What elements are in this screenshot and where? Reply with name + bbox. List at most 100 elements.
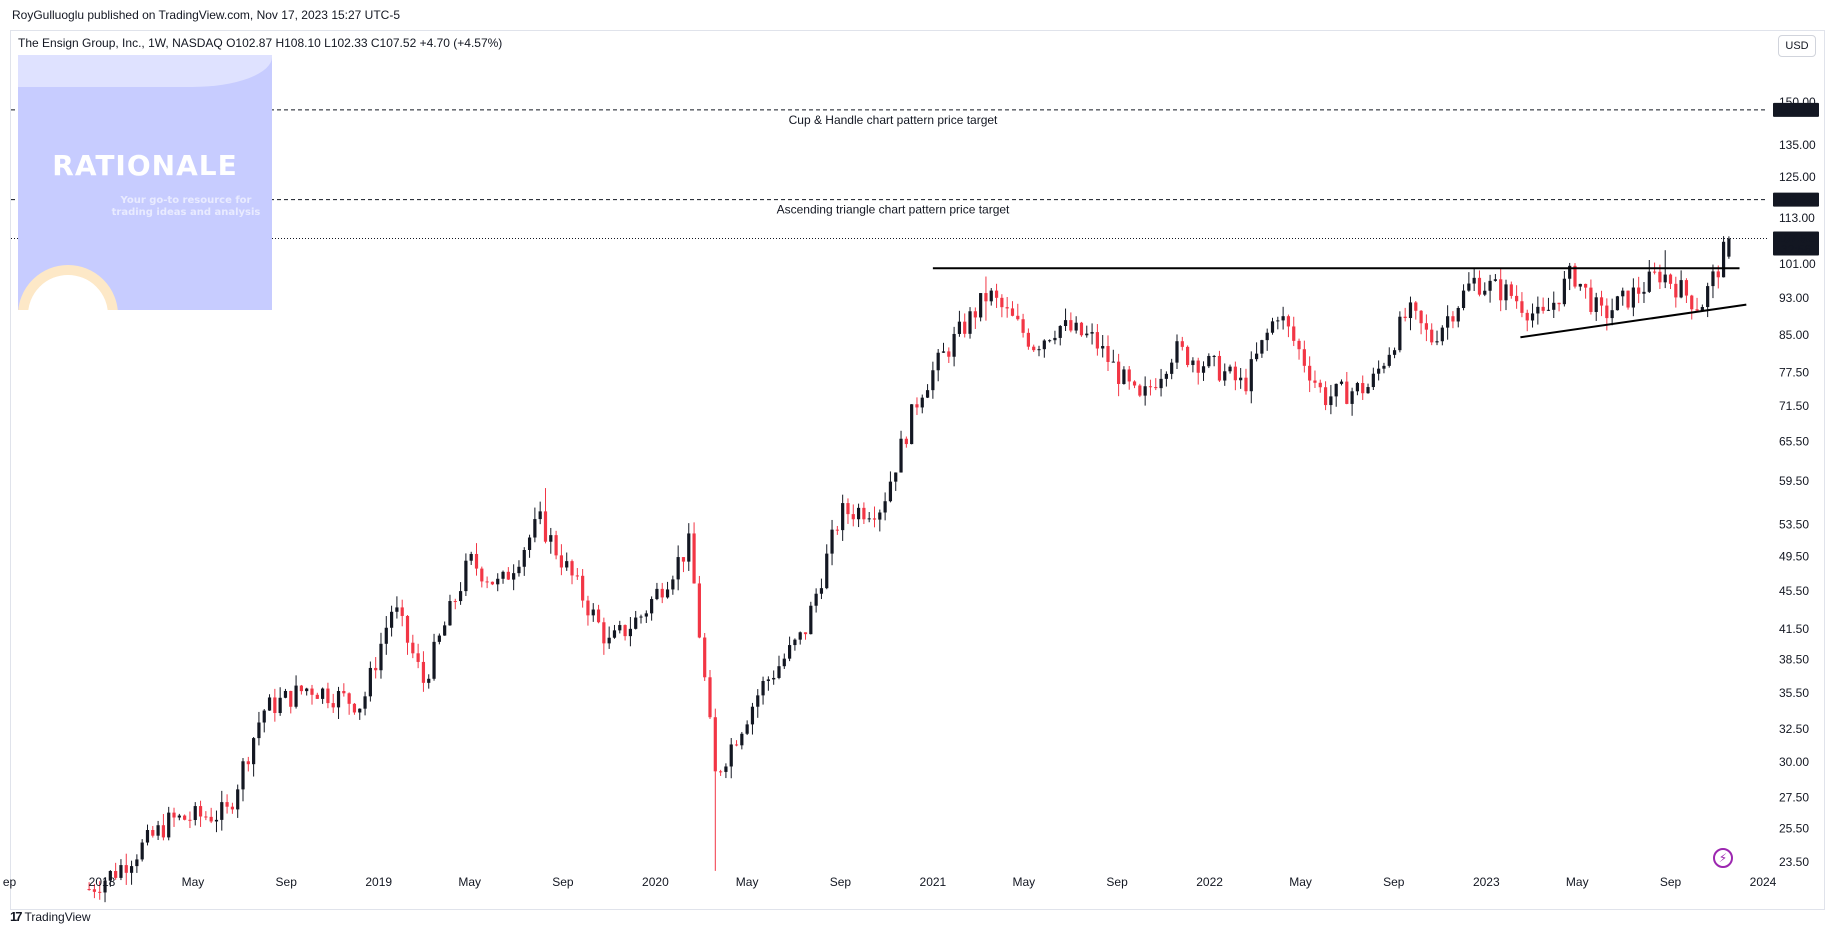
candle: [1085, 325, 1089, 338]
candle: [1042, 339, 1046, 358]
candle: [1536, 296, 1540, 325]
candle: [1594, 292, 1598, 321]
candle: [1674, 276, 1678, 308]
candle: [1106, 335, 1110, 371]
candle: [915, 397, 919, 416]
candle: [1509, 281, 1513, 299]
candle-body: [1621, 290, 1625, 297]
candle: [1637, 276, 1641, 304]
candle-body: [1095, 332, 1099, 349]
candle: [1265, 328, 1269, 351]
candle: [1419, 310, 1423, 335]
candle: [1440, 325, 1444, 346]
candle-body: [941, 351, 946, 353]
price-tick-label: 30.00: [1779, 755, 1809, 769]
candle-body: [586, 600, 590, 616]
candle: [835, 525, 839, 535]
candle-body: [1302, 349, 1306, 366]
candle-body: [1042, 340, 1046, 350]
tradingview-logo-icon: 17: [10, 909, 23, 924]
candle-body: [437, 635, 441, 642]
candle-body: [1440, 327, 1444, 342]
candle-body: [294, 685, 298, 707]
candle: [151, 825, 155, 838]
rationale-watermark: RATIONALE Your go-to resource for tradin…: [18, 55, 272, 310]
candle: [867, 512, 871, 523]
candle-body: [1339, 381, 1344, 384]
candle-body: [1493, 279, 1497, 281]
candle: [618, 620, 622, 634]
currency-button[interactable]: USD: [1778, 35, 1816, 57]
candle: [464, 553, 468, 596]
price-tick-label: 49.50: [1779, 550, 1809, 564]
candle: [204, 811, 208, 821]
candle-body: [374, 667, 378, 671]
candle: [910, 404, 914, 445]
candle: [644, 610, 648, 624]
candle: [1562, 270, 1566, 307]
candle: [437, 633, 441, 645]
candle-body: [872, 518, 877, 520]
time-tick-label: Sep: [830, 875, 852, 889]
candle-body: [708, 677, 712, 718]
candle: [772, 670, 776, 685]
candle: [883, 492, 887, 521]
candle: [1244, 368, 1248, 395]
candle-body: [421, 661, 426, 683]
candle: [734, 740, 739, 747]
time-tick-label: 2022: [1196, 875, 1223, 889]
candle: [756, 689, 760, 718]
price-tick-label: 93.00: [1779, 291, 1809, 305]
candle-body: [1467, 283, 1471, 291]
candle: [628, 616, 632, 647]
candle: [400, 599, 404, 627]
candle: [787, 636, 792, 662]
candle: [496, 573, 500, 592]
candle-body: [209, 816, 213, 822]
candle-body: [87, 889, 91, 891]
candle: [363, 691, 367, 716]
candle-body: [1626, 290, 1630, 308]
candle: [1456, 306, 1460, 328]
candle-body: [1573, 265, 1577, 287]
candle-body: [193, 806, 197, 821]
candle-body: [687, 533, 691, 562]
candle: [1488, 274, 1492, 303]
candle: [1223, 363, 1227, 386]
candle-body: [241, 761, 245, 790]
candle-body: [862, 507, 866, 520]
tradingview-logo[interactable]: 17 TradingView: [10, 909, 91, 924]
candle-body: [1010, 308, 1015, 316]
candle-body: [692, 533, 696, 584]
candle: [1233, 361, 1237, 391]
price-label-box: [1773, 231, 1819, 256]
candle-body: [1313, 380, 1317, 383]
candle-body: [1419, 310, 1423, 324]
price-tick-label: 135.00: [1779, 138, 1816, 152]
candle-body: [612, 630, 617, 638]
price-tick-label: 41.50: [1779, 622, 1809, 636]
candle: [660, 582, 664, 604]
time-tick-label: May: [1289, 875, 1312, 889]
candle: [1504, 279, 1508, 311]
candle-body: [331, 703, 335, 708]
candle-body: [151, 830, 155, 836]
candle-body: [1159, 378, 1163, 389]
candle: [713, 708, 717, 871]
candle: [379, 632, 383, 679]
candle: [315, 692, 319, 699]
candle: [1414, 300, 1418, 320]
candle: [1647, 259, 1651, 293]
candle-body: [697, 583, 701, 638]
candle: [724, 763, 728, 779]
candle: [1610, 298, 1614, 326]
candle: [145, 824, 150, 846]
candle-body: [267, 697, 272, 711]
candle: [257, 711, 261, 746]
candle-body: [973, 311, 977, 318]
candle: [1201, 361, 1206, 381]
candle-body: [703, 637, 707, 678]
lightning-icon[interactable]: ⚡: [1713, 848, 1733, 868]
candle-body: [1674, 283, 1678, 298]
